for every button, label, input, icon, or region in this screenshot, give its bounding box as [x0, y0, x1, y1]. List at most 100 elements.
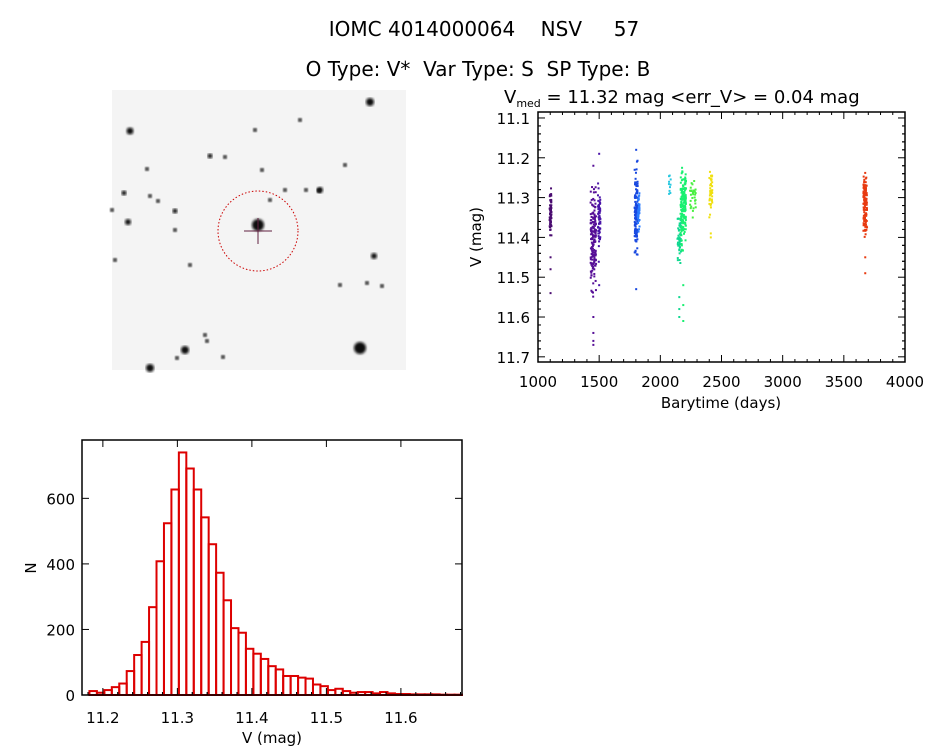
data-point — [691, 209, 694, 212]
data-point — [590, 198, 593, 201]
data-point — [590, 241, 593, 244]
data-point — [690, 182, 693, 185]
data-point — [694, 193, 697, 196]
data-point — [680, 239, 683, 242]
data-point — [693, 190, 696, 193]
data-point — [679, 203, 682, 206]
data-point — [592, 191, 595, 194]
data-point — [709, 232, 712, 235]
star — [380, 284, 384, 288]
data-point — [592, 343, 595, 346]
data-point — [680, 172, 683, 175]
data-point — [679, 231, 682, 234]
data-point — [593, 238, 596, 241]
data-point — [594, 235, 597, 238]
data-point — [598, 200, 601, 203]
data-point — [589, 261, 592, 264]
data-point — [592, 164, 595, 167]
data-point — [864, 223, 867, 226]
data-point — [597, 225, 600, 228]
data-point — [863, 201, 866, 204]
data-point — [594, 289, 597, 292]
data-point — [636, 235, 639, 238]
data-point — [592, 226, 595, 229]
data-point — [863, 178, 866, 181]
plot-frame — [81, 439, 463, 696]
histogram-bar — [282, 674, 292, 697]
data-point — [548, 225, 551, 228]
data-point — [710, 198, 713, 201]
data-point — [694, 202, 697, 205]
data-point — [591, 251, 594, 254]
data-point — [683, 182, 686, 185]
data-point — [589, 276, 592, 279]
data-point — [591, 244, 594, 247]
data-point — [862, 175, 865, 178]
data-point — [591, 204, 594, 207]
data-point — [709, 192, 712, 195]
histogram-bar — [140, 640, 151, 697]
data-point — [633, 235, 636, 238]
data-point — [863, 206, 866, 209]
data-point — [682, 214, 685, 217]
data-point — [550, 217, 553, 220]
x-tick-label: 11.3 — [161, 709, 194, 727]
data-point — [865, 201, 868, 204]
data-point — [668, 186, 671, 189]
data-point — [678, 316, 681, 319]
data-point — [598, 231, 601, 234]
star — [223, 155, 227, 159]
data-point — [597, 245, 600, 248]
data-point — [864, 193, 867, 196]
star — [260, 168, 264, 172]
data-point — [683, 230, 686, 233]
data-point — [678, 238, 681, 241]
data-point — [594, 249, 597, 252]
data-point — [865, 202, 868, 205]
histogram-bar — [252, 652, 262, 696]
data-point — [864, 192, 867, 195]
data-point — [593, 209, 596, 212]
data-point — [590, 271, 593, 274]
y-tick-label: 11.4 — [497, 229, 530, 247]
data-point — [694, 192, 697, 195]
x-tick-label: 11.4 — [235, 709, 268, 727]
data-point — [592, 212, 595, 215]
data-point — [636, 190, 639, 193]
data-point — [636, 229, 639, 232]
data-point — [635, 253, 638, 256]
data-point — [691, 192, 694, 195]
data-point — [635, 203, 638, 206]
data-point — [549, 204, 552, 207]
data-point — [692, 193, 695, 196]
data-point — [597, 187, 600, 190]
data-point — [864, 190, 867, 193]
data-point — [593, 215, 596, 218]
data-point — [550, 213, 553, 216]
target-circle — [217, 190, 299, 272]
data-point — [689, 193, 692, 196]
data-point — [634, 225, 637, 228]
data-point — [599, 227, 602, 230]
data-point — [550, 224, 553, 227]
data-point — [597, 199, 600, 202]
data-point — [590, 274, 593, 277]
data-point — [681, 191, 684, 194]
data-point — [635, 195, 638, 198]
x-tick-label: 11.2 — [86, 709, 119, 727]
data-point — [598, 216, 601, 219]
data-point — [593, 230, 596, 233]
data-point — [634, 202, 637, 205]
data-point — [594, 240, 597, 243]
data-point — [865, 208, 868, 211]
data-point — [549, 256, 552, 259]
data-point — [684, 207, 687, 210]
data-point — [590, 289, 593, 292]
data-point — [681, 197, 684, 200]
data-point — [589, 213, 592, 216]
star — [113, 258, 117, 262]
data-point — [709, 213, 712, 216]
data-point — [684, 177, 687, 180]
